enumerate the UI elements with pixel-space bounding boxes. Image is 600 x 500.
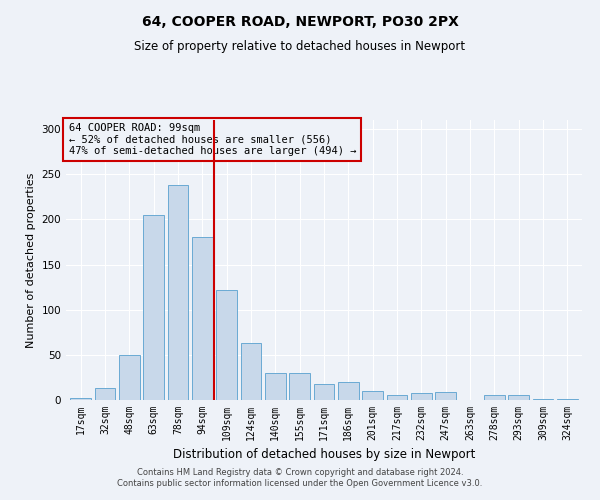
Bar [362,391,383,400]
Bar [241,343,262,400]
Bar [119,355,140,400]
Bar [70,398,91,400]
Bar [143,215,164,400]
Text: 64 COOPER ROAD: 99sqm
← 52% of detached houses are smaller (556)
47% of semi-det: 64 COOPER ROAD: 99sqm ← 52% of detached … [68,123,356,156]
Text: Contains HM Land Registry data © Crown copyright and database right 2024.
Contai: Contains HM Land Registry data © Crown c… [118,468,482,487]
Bar [265,373,286,400]
Y-axis label: Number of detached properties: Number of detached properties [26,172,36,348]
Bar [95,388,115,400]
Bar [386,396,407,400]
Bar [192,238,212,400]
Bar [289,373,310,400]
Bar [314,384,334,400]
Bar [557,399,578,400]
Bar [216,290,237,400]
X-axis label: Distribution of detached houses by size in Newport: Distribution of detached houses by size … [173,448,475,462]
Text: Size of property relative to detached houses in Newport: Size of property relative to detached ho… [134,40,466,53]
Text: 64, COOPER ROAD, NEWPORT, PO30 2PX: 64, COOPER ROAD, NEWPORT, PO30 2PX [142,15,458,29]
Bar [533,399,553,400]
Bar [436,392,456,400]
Bar [411,393,432,400]
Bar [484,396,505,400]
Bar [508,394,529,400]
Bar [167,185,188,400]
Bar [338,382,359,400]
